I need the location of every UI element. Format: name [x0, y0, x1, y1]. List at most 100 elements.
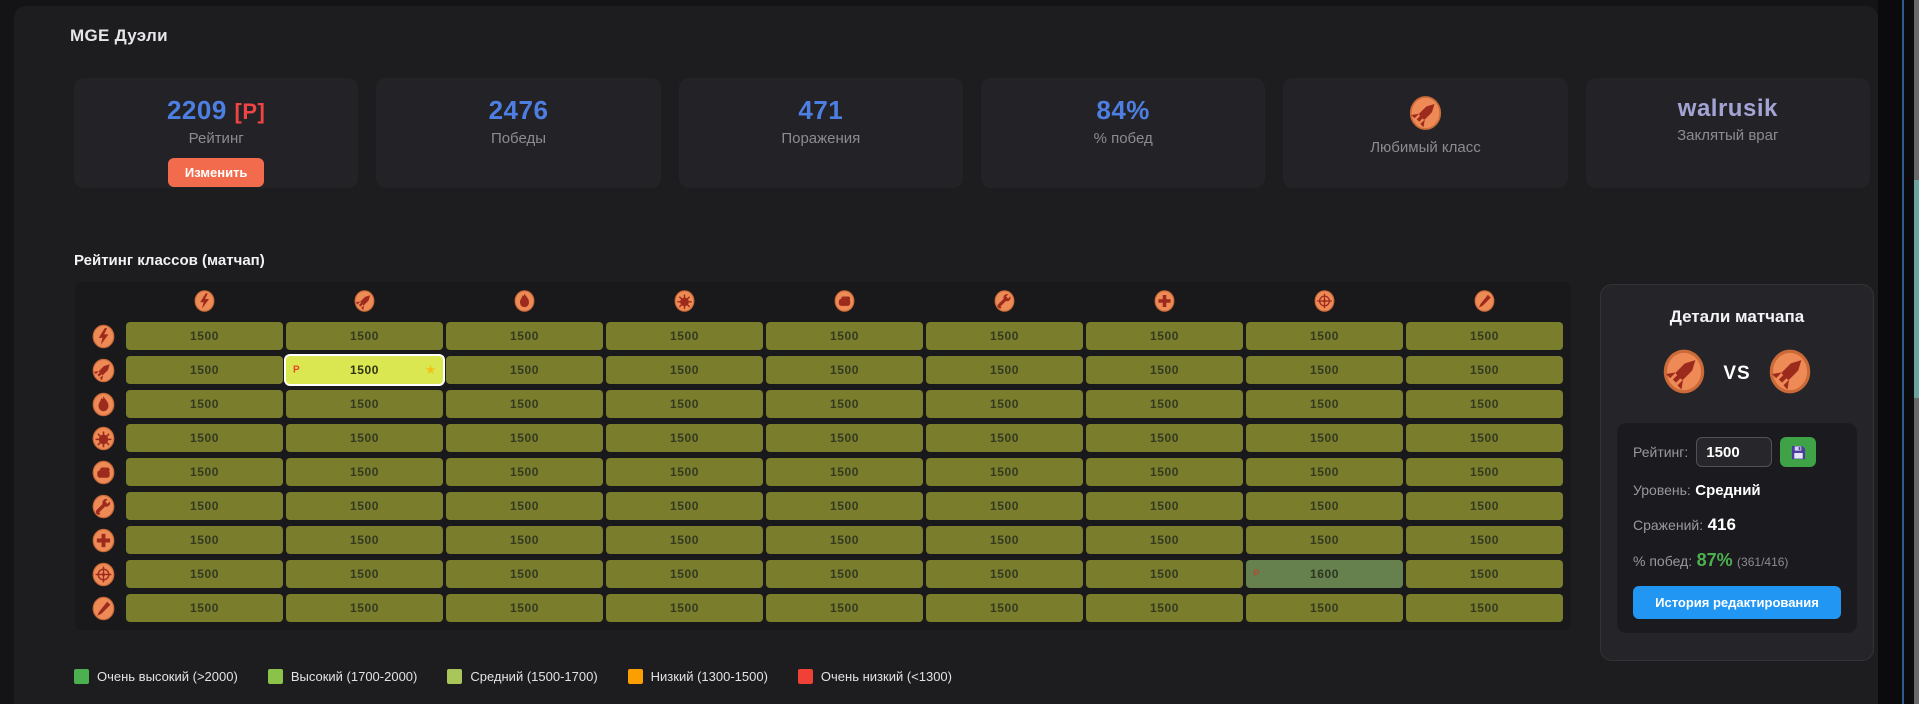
- stat-card-wins: 2476 Победы: [376, 78, 661, 188]
- history-button[interactable]: История редактирования: [1633, 586, 1841, 619]
- cell-heavy-vs-sniper[interactable]: 1500: [1246, 458, 1403, 486]
- cell-medic-vs-engineer[interactable]: 1500: [926, 526, 1083, 554]
- cell-heavy-vs-spy[interactable]: 1500: [1406, 458, 1563, 486]
- cell-heavy-vs-scout[interactable]: 1500: [126, 458, 283, 486]
- legend-swatch: [74, 669, 89, 684]
- cell-medic-vs-spy[interactable]: 1500: [1406, 526, 1563, 554]
- cell-spy-vs-engineer[interactable]: 1500: [926, 594, 1083, 622]
- cell-engineer-vs-soldier[interactable]: 1500: [286, 492, 443, 520]
- cell-medic-vs-scout[interactable]: 1500: [126, 526, 283, 554]
- details-panel: Детали матчапа VS Рейтинг:: [1600, 284, 1874, 661]
- cell-demoman-vs-demoman[interactable]: 1500: [606, 424, 763, 452]
- cell-medic-vs-medic[interactable]: 1500: [1086, 526, 1243, 554]
- cell-value: 1500: [989, 533, 1020, 547]
- stat-label-favorite-class: Любимый класс: [1370, 139, 1481, 156]
- cell-pyro-vs-demoman[interactable]: 1500: [606, 390, 763, 418]
- cell-heavy-vs-engineer[interactable]: 1500: [926, 458, 1083, 486]
- cell-spy-vs-sniper[interactable]: 1500: [1246, 594, 1403, 622]
- cell-spy-vs-scout[interactable]: 1500: [126, 594, 283, 622]
- cell-sniper-vs-demoman[interactable]: 1500: [606, 560, 763, 588]
- cell-scout-vs-pyro[interactable]: 1500: [446, 322, 603, 350]
- cell-sniper-vs-soldier[interactable]: 1500: [286, 560, 443, 588]
- cell-soldier-vs-medic[interactable]: 1500: [1086, 356, 1243, 384]
- cell-medic-vs-pyro[interactable]: 1500: [446, 526, 603, 554]
- cell-pyro-vs-spy[interactable]: 1500: [1406, 390, 1563, 418]
- cell-engineer-vs-engineer[interactable]: 1500: [926, 492, 1083, 520]
- cell-demoman-vs-heavy[interactable]: 1500: [766, 424, 923, 452]
- cell-soldier-vs-pyro[interactable]: 1500: [446, 356, 603, 384]
- cell-scout-vs-spy[interactable]: 1500: [1406, 322, 1563, 350]
- cell-soldier-vs-heavy[interactable]: 1500: [766, 356, 923, 384]
- cell-heavy-vs-medic[interactable]: 1500: [1086, 458, 1243, 486]
- cell-scout-vs-demoman[interactable]: 1500: [606, 322, 763, 350]
- cell-value: 1500: [509, 567, 540, 581]
- cell-soldier-vs-engineer[interactable]: 1500: [926, 356, 1083, 384]
- cell-spy-vs-soldier[interactable]: 1500: [286, 594, 443, 622]
- cell-pyro-vs-scout[interactable]: 1500: [126, 390, 283, 418]
- cell-scout-vs-soldier[interactable]: 1500: [286, 322, 443, 350]
- cell-heavy-vs-demoman[interactable]: 1500: [606, 458, 763, 486]
- rating-input[interactable]: [1696, 437, 1773, 467]
- stat-card-rating: 2209 [P] Рейтинг Изменить: [74, 78, 359, 188]
- cell-pyro-vs-medic[interactable]: 1500: [1086, 390, 1243, 418]
- cell-demoman-vs-soldier[interactable]: 1500: [286, 424, 443, 452]
- cell-heavy-vs-pyro[interactable]: 1500: [446, 458, 603, 486]
- edit-rating-button[interactable]: Изменить: [167, 158, 265, 187]
- cell-demoman-vs-medic[interactable]: 1500: [1086, 424, 1243, 452]
- cell-engineer-vs-pyro[interactable]: 1500: [446, 492, 603, 520]
- cell-soldier-vs-demoman[interactable]: 1500: [606, 356, 763, 384]
- cell-engineer-vs-demoman[interactable]: 1500: [606, 492, 763, 520]
- cell-heavy-vs-soldier[interactable]: 1500: [286, 458, 443, 486]
- cell-medic-vs-sniper[interactable]: 1500: [1246, 526, 1403, 554]
- legend-label: Очень высокий (>2000): [97, 669, 238, 684]
- cell-demoman-vs-sniper[interactable]: 1500: [1246, 424, 1403, 452]
- cell-engineer-vs-sniper[interactable]: 1500: [1246, 492, 1403, 520]
- cell-scout-vs-engineer[interactable]: 1500: [926, 322, 1083, 350]
- cell-demoman-vs-engineer[interactable]: 1500: [926, 424, 1083, 452]
- cell-soldier-vs-soldier[interactable]: P 1500 ★: [286, 356, 443, 384]
- cell-scout-vs-sniper[interactable]: 1500: [1246, 322, 1403, 350]
- matchup-table: 1500 1500 1500 1500 1500 1500 1500 1500 1500 1500…: [75, 282, 1571, 630]
- cell-scout-vs-medic[interactable]: 1500: [1086, 322, 1243, 350]
- cell-spy-vs-demoman[interactable]: 1500: [606, 594, 763, 622]
- cell-sniper-vs-scout[interactable]: 1500: [126, 560, 283, 588]
- cell-sniper-vs-sniper[interactable]: P 1600: [1246, 560, 1403, 588]
- cell-spy-vs-pyro[interactable]: 1500: [446, 594, 603, 622]
- cell-pyro-vs-heavy[interactable]: 1500: [766, 390, 923, 418]
- cell-demoman-vs-pyro[interactable]: 1500: [446, 424, 603, 452]
- cell-sniper-vs-heavy[interactable]: 1500: [766, 560, 923, 588]
- cell-spy-vs-heavy[interactable]: 1500: [766, 594, 923, 622]
- cell-demoman-vs-scout[interactable]: 1500: [126, 424, 283, 452]
- cell-heavy-vs-heavy[interactable]: 1500: [766, 458, 923, 486]
- cell-soldier-vs-spy[interactable]: 1500: [1406, 356, 1563, 384]
- row-header-engineer: [83, 492, 123, 520]
- save-button[interactable]: [1780, 437, 1817, 467]
- cell-spy-vs-medic[interactable]: 1500: [1086, 594, 1243, 622]
- cell-pyro-vs-soldier[interactable]: 1500: [286, 390, 443, 418]
- cell-demoman-vs-spy[interactable]: 1500: [1406, 424, 1563, 452]
- cell-spy-vs-spy[interactable]: 1500: [1406, 594, 1563, 622]
- cell-sniper-vs-medic[interactable]: 1500: [1086, 560, 1243, 588]
- cell-medic-vs-soldier[interactable]: 1500: [286, 526, 443, 554]
- cell-sniper-vs-spy[interactable]: 1500: [1406, 560, 1563, 588]
- cell-medic-vs-demoman[interactable]: 1500: [606, 526, 763, 554]
- cell-pyro-vs-engineer[interactable]: 1500: [926, 390, 1083, 418]
- soldier-class-icon: [1664, 349, 1705, 394]
- cell-engineer-vs-spy[interactable]: 1500: [1406, 492, 1563, 520]
- cell-soldier-vs-scout[interactable]: 1500: [126, 356, 283, 384]
- cell-engineer-vs-heavy[interactable]: 1500: [766, 492, 923, 520]
- cell-sniper-vs-engineer[interactable]: 1500: [926, 560, 1083, 588]
- cell-sniper-vs-pyro[interactable]: 1500: [446, 560, 603, 588]
- stats-row: 2209 [P] Рейтинг Изменить 2476 Победы 471 Пора…: [74, 78, 1870, 188]
- scrollbar-thumb[interactable]: [1914, 180, 1919, 398]
- cell-engineer-vs-scout[interactable]: 1500: [126, 492, 283, 520]
- cell-pyro-vs-sniper[interactable]: 1500: [1246, 390, 1403, 418]
- column-header-sniper: [1246, 286, 1403, 316]
- cell-pyro-vs-pyro[interactable]: 1500: [446, 390, 603, 418]
- cell-scout-vs-heavy[interactable]: 1500: [766, 322, 923, 350]
- cell-scout-vs-scout[interactable]: 1500: [126, 322, 283, 350]
- cell-engineer-vs-medic[interactable]: 1500: [1086, 492, 1243, 520]
- cell-medic-vs-heavy[interactable]: 1500: [766, 526, 923, 554]
- stat-value-winrate: 84%: [1096, 95, 1150, 125]
- cell-soldier-vs-sniper[interactable]: 1500: [1246, 356, 1403, 384]
